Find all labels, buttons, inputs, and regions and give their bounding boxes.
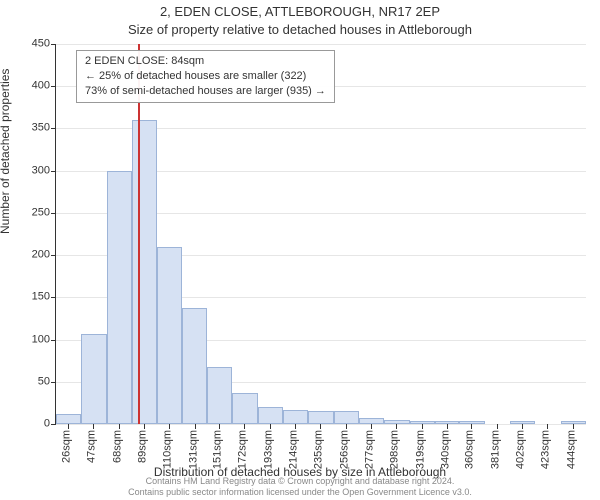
y-tick-label: 450: [10, 39, 50, 50]
x-tick-label: 360sqm: [465, 430, 476, 469]
x-tick-label: 444sqm: [566, 430, 577, 469]
x-tick-mark: [219, 424, 220, 429]
x-tick-mark: [547, 424, 548, 429]
y-tick-label: 200: [10, 250, 50, 261]
y-tick-label: 150: [10, 292, 50, 303]
annotation-line: ← 25% of detached houses are smaller (32…: [85, 69, 326, 84]
footer-line: Contains HM Land Registry data © Crown c…: [0, 476, 600, 487]
x-tick-label: 340sqm: [441, 430, 452, 469]
x-tick-label: 402sqm: [516, 430, 527, 469]
gridline: [56, 44, 586, 45]
histogram-bar: [308, 411, 333, 425]
x-tick-mark: [497, 424, 498, 429]
x-tick-mark: [522, 424, 523, 429]
histogram-bar: [81, 334, 106, 424]
x-tick-mark: [195, 424, 196, 429]
footer-attribution: Contains HM Land Registry data © Crown c…: [0, 476, 600, 498]
y-tick-mark: [51, 340, 56, 341]
plot-area: 2 EDEN CLOSE: 84sqm ← 25% of detached ho…: [55, 44, 586, 425]
x-tick-mark: [471, 424, 472, 429]
chart-title-line1: 2, EDEN CLOSE, ATTLEBOROUGH, NR17 2EP: [0, 4, 600, 19]
x-tick-label: 423sqm: [541, 430, 552, 469]
x-tick-label: 277sqm: [365, 430, 376, 469]
annotation-line: 73% of semi-detached houses are larger (…: [85, 84, 326, 99]
x-tick-label: 110sqm: [163, 430, 174, 468]
y-tick-mark: [51, 213, 56, 214]
x-tick-mark: [371, 424, 372, 429]
y-tick-label: 50: [10, 376, 50, 387]
y-tick-mark: [51, 297, 56, 298]
chart-title-line2: Size of property relative to detached ho…: [0, 22, 600, 37]
histogram-bar: [56, 414, 81, 424]
x-tick-mark: [422, 424, 423, 429]
x-tick-mark: [144, 424, 145, 429]
y-tick-label: 300: [10, 165, 50, 176]
x-tick-label: 256sqm: [339, 430, 350, 469]
x-tick-mark: [346, 424, 347, 429]
histogram-bar: [258, 407, 283, 424]
x-tick-label: 89sqm: [138, 430, 149, 463]
x-tick-label: 151sqm: [212, 430, 223, 469]
histogram-bar: [283, 410, 308, 424]
x-tick-mark: [270, 424, 271, 429]
y-tick-label: 0: [10, 419, 50, 430]
x-tick-mark: [396, 424, 397, 429]
y-tick-mark: [51, 255, 56, 256]
x-tick-label: 298sqm: [390, 430, 401, 469]
y-tick-mark: [51, 44, 56, 45]
x-tick-mark: [295, 424, 296, 429]
x-tick-label: 381sqm: [490, 430, 501, 469]
x-tick-mark: [169, 424, 170, 429]
y-tick-label: 100: [10, 334, 50, 345]
x-tick-label: 319sqm: [415, 430, 426, 469]
chart-frame: 2, EDEN CLOSE, ATTLEBOROUGH, NR17 2EP Si…: [0, 0, 600, 500]
x-tick-mark: [119, 424, 120, 429]
x-tick-mark: [244, 424, 245, 429]
x-tick-mark: [447, 424, 448, 429]
histogram-bar: [232, 393, 257, 424]
annotation-line: 2 EDEN CLOSE: 84sqm: [85, 54, 326, 69]
histogram-bar: [334, 411, 359, 425]
y-tick-label: 400: [10, 81, 50, 92]
y-tick-mark: [51, 86, 56, 87]
y-tick-mark: [51, 424, 56, 425]
x-tick-mark: [68, 424, 69, 429]
y-tick-mark: [51, 128, 56, 129]
histogram-bar: [182, 308, 207, 424]
histogram-bar: [107, 171, 132, 424]
histogram-bar: [157, 247, 181, 424]
x-tick-mark: [320, 424, 321, 429]
x-tick-mark: [93, 424, 94, 429]
x-tick-label: 214sqm: [289, 430, 300, 469]
histogram-bar: [132, 120, 157, 424]
histogram-bar: [207, 367, 232, 424]
y-tick-mark: [51, 382, 56, 383]
x-tick-label: 26sqm: [62, 430, 73, 463]
x-tick-label: 47sqm: [87, 430, 98, 463]
annotation-box: 2 EDEN CLOSE: 84sqm ← 25% of detached ho…: [76, 50, 335, 103]
x-tick-label: 193sqm: [263, 430, 274, 469]
y-tick-label: 350: [10, 123, 50, 134]
y-tick-mark: [51, 171, 56, 172]
x-tick-mark: [573, 424, 574, 429]
x-tick-label: 172sqm: [238, 430, 249, 469]
y-tick-label: 250: [10, 207, 50, 218]
x-tick-label: 235sqm: [314, 430, 325, 469]
footer-line: Contains public sector information licen…: [0, 487, 600, 498]
x-tick-label: 131sqm: [188, 430, 199, 469]
x-tick-label: 68sqm: [112, 430, 123, 463]
